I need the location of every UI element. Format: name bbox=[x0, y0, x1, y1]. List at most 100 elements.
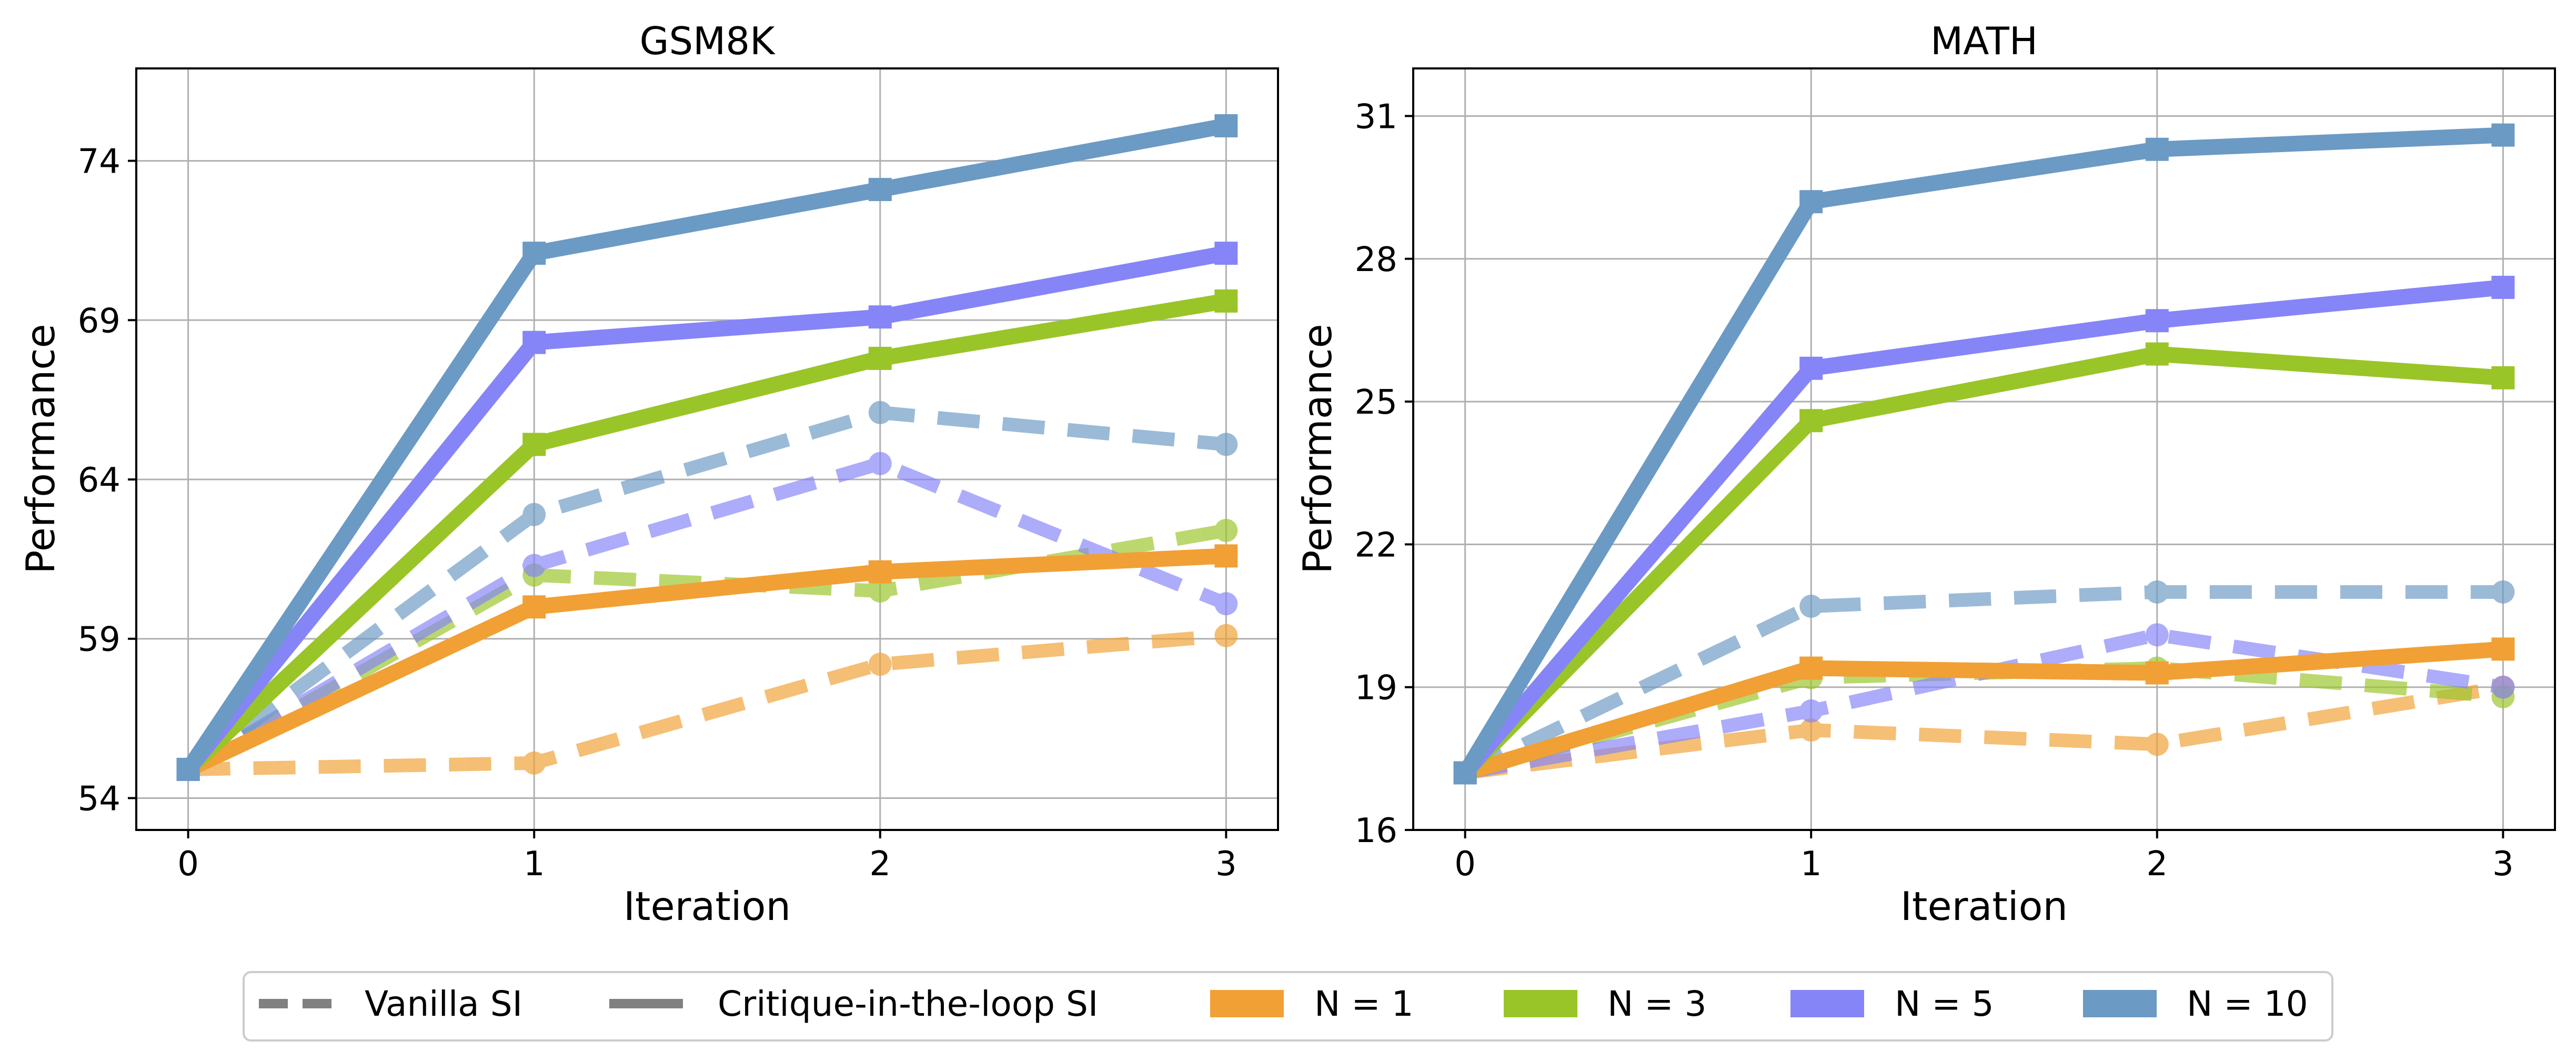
legend-swatch-n1 bbox=[1210, 990, 1284, 1017]
line-critique-si-n-1 bbox=[1463, 641, 2504, 780]
legend-item-n1: N = 1 bbox=[1210, 984, 1414, 1024]
y-tick-label: 25 bbox=[1355, 383, 1397, 422]
legend-item-critique-si: Critique-in-the-loop SI bbox=[609, 984, 1098, 1024]
point-critique-si-n-3 bbox=[868, 346, 892, 370]
legend-label-n5: N = 5 bbox=[1895, 984, 1994, 1024]
legend-label-n10: N = 10 bbox=[2187, 984, 2308, 1024]
point-vanilla-si-n-5 bbox=[2145, 623, 2169, 647]
point-critique-si-n-10 bbox=[1453, 761, 1477, 785]
legend-swatch-n10 bbox=[2083, 990, 2157, 1017]
line-vanilla-si-n-10 bbox=[184, 405, 1227, 775]
point-vanilla-si-n-5 bbox=[1214, 592, 1238, 616]
series-critique-si-n-10 bbox=[1453, 123, 2515, 785]
x-tick-label: 1 bbox=[524, 845, 545, 884]
series-critique-si-n-1 bbox=[1453, 637, 2515, 785]
point-critique-si-n-1 bbox=[2491, 637, 2515, 661]
line-critique-si-n-1 bbox=[185, 548, 1227, 777]
x-axis-label-math: Iteration bbox=[1900, 883, 2068, 929]
point-critique-si-n-5 bbox=[1214, 242, 1238, 265]
point-critique-si-n-3 bbox=[2145, 342, 2169, 366]
point-critique-si-n-5 bbox=[2491, 276, 2515, 299]
x-tick-label: 3 bbox=[2492, 845, 2514, 884]
point-critique-si-n-5 bbox=[868, 305, 892, 329]
point-critique-si-n-10 bbox=[868, 178, 892, 202]
line-critique-si-n-10 bbox=[182, 118, 1228, 774]
y-tick-label: 28 bbox=[1355, 241, 1397, 279]
x-axis-label-gsm8k: Iteration bbox=[623, 883, 791, 929]
y-axis-label-math: Performance bbox=[1294, 324, 1341, 574]
legend-item-n10: N = 10 bbox=[2083, 984, 2308, 1024]
series-critique-si-n-1 bbox=[176, 544, 1238, 781]
point-vanilla-si-n-1 bbox=[2145, 733, 2169, 756]
x-tick-label: 2 bbox=[2146, 845, 2168, 884]
legend-label-vanilla-si: Vanilla SI bbox=[365, 984, 522, 1024]
point-critique-si-n-10 bbox=[522, 242, 546, 265]
point-critique-si-n-10 bbox=[1799, 190, 1823, 214]
point-vanilla-si-n-10 bbox=[2491, 580, 2515, 604]
point-critique-si-n-1 bbox=[1799, 656, 1823, 680]
point-vanilla-si-n-10 bbox=[868, 401, 892, 424]
x-tick-label: 2 bbox=[869, 845, 891, 884]
y-tick-label: 16 bbox=[1355, 812, 1397, 850]
plot-frame-gsm8k bbox=[135, 67, 1279, 831]
point-vanilla-si-n-5 bbox=[1799, 699, 1823, 723]
line-vanilla-si-n-1 bbox=[1464, 680, 2504, 780]
point-critique-si-n-5 bbox=[522, 331, 546, 354]
point-vanilla-si-n-3 bbox=[1214, 518, 1238, 542]
series-critique-si-n-3 bbox=[1453, 342, 2515, 785]
legend-swatch-n3 bbox=[1504, 990, 1577, 1017]
series-vanilla-si-n-5 bbox=[176, 452, 1238, 781]
y-tick-label: 64 bbox=[78, 461, 120, 500]
plot-frame-math bbox=[1412, 67, 2556, 831]
point-vanilla-si-n-5 bbox=[868, 452, 892, 475]
point-critique-si-n-1 bbox=[868, 560, 892, 584]
legend-box bbox=[243, 971, 2333, 1042]
legend-item-n3: N = 3 bbox=[1504, 984, 1707, 1024]
point-critique-si-n-10 bbox=[2145, 137, 2169, 161]
legend-label-n1: N = 1 bbox=[1314, 984, 1414, 1024]
panel-gsm8k: GSM8K 54 59 64 69 74 0 1 2 3 Iteration Performan… bbox=[17, 19, 1279, 929]
point-vanilla-si-n-5 bbox=[2491, 675, 2515, 699]
y-tick-label: 54 bbox=[78, 779, 120, 818]
x-tick-label: 0 bbox=[1454, 845, 1476, 884]
point-critique-si-n-5 bbox=[2145, 309, 2169, 333]
y-tick-label: 59 bbox=[78, 620, 120, 659]
line-critique-si-n-5 bbox=[182, 245, 1228, 775]
panel-title-gsm8k: GSM8K bbox=[640, 19, 776, 63]
legend-label-n3: N = 3 bbox=[1607, 984, 1707, 1024]
y-tick-label: 69 bbox=[78, 302, 120, 341]
point-vanilla-si-n-3 bbox=[868, 579, 892, 603]
point-vanilla-si-n-10 bbox=[2145, 580, 2169, 604]
line-critique-si-n-3 bbox=[183, 293, 1227, 775]
y-tick-label: 31 bbox=[1355, 97, 1397, 136]
point-critique-si-n-1 bbox=[2145, 661, 2169, 685]
y-tick-label: 22 bbox=[1355, 526, 1397, 565]
panel-title-math: MATH bbox=[1930, 19, 2038, 63]
series-critique-si-n-10 bbox=[176, 114, 1238, 781]
point-critique-si-n-10 bbox=[2491, 123, 2515, 147]
point-vanilla-si-n-5 bbox=[522, 554, 546, 577]
point-critique-si-n-3 bbox=[1214, 289, 1238, 313]
point-critique-si-n-3 bbox=[522, 433, 546, 456]
line-critique-si-n-5 bbox=[1459, 279, 2504, 778]
legend: Vanilla SI Critique-in-the-loop SI N = 1… bbox=[243, 971, 2333, 1042]
legend-swatch-n5 bbox=[1790, 990, 1864, 1017]
point-critique-si-n-5 bbox=[1799, 356, 1823, 380]
y-tick-label: 74 bbox=[78, 143, 120, 182]
x-tick-label: 1 bbox=[1800, 845, 1822, 884]
point-vanilla-si-n-1 bbox=[1799, 718, 1823, 742]
point-vanilla-si-n-10 bbox=[1214, 433, 1238, 456]
y-tick-label: 19 bbox=[1355, 669, 1397, 708]
ticks-math: 16 19 22 25 28 31 0 1 2 3 bbox=[1355, 97, 2514, 884]
series-math bbox=[1453, 123, 2515, 785]
point-critique-si-n-3 bbox=[1799, 409, 1823, 433]
point-critique-si-n-3 bbox=[2491, 366, 2515, 389]
line-vanilla-si-n-1 bbox=[188, 628, 1227, 776]
panel-math: MATH 16 19 22 25 28 31 0 1 2 3 Iteration Performa… bbox=[1294, 19, 2556, 929]
line-vanilla-si-n-5 bbox=[185, 456, 1229, 776]
legend-label-critique-si: Critique-in-the-loop SI bbox=[718, 984, 1098, 1024]
point-vanilla-si-n-1 bbox=[1214, 624, 1238, 647]
line-critique-si-n-10 bbox=[1458, 127, 2503, 777]
point-critique-si-n-1 bbox=[522, 595, 546, 619]
